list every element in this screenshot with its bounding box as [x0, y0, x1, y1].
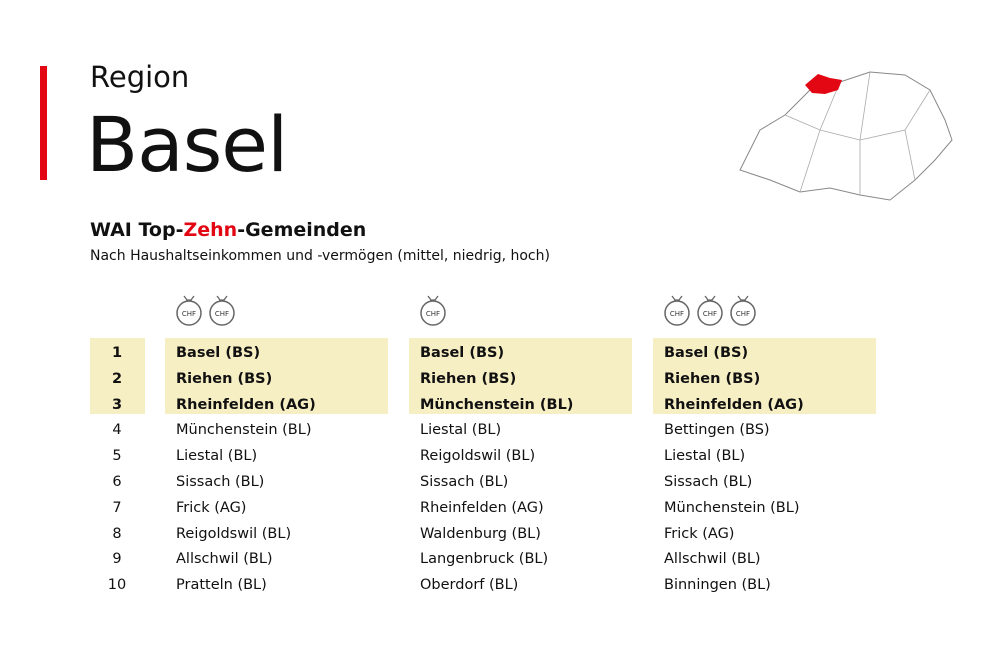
icon-label: CHF [736, 310, 750, 318]
money-bag: CHF [209, 295, 235, 326]
icon-label: CHF [426, 310, 440, 318]
icon-label: CHF [182, 310, 196, 318]
rank: 7 [112, 499, 122, 516]
accent-bar [40, 66, 47, 180]
municipality: Bettingen (BS) [664, 422, 770, 439]
money-bag: CHF [697, 295, 723, 326]
rank: 2 [111, 370, 123, 387]
title-part: WAI Top- [90, 219, 184, 241]
icon-label: CHF [215, 310, 229, 318]
municipality: Langenbruck (BL) [420, 551, 549, 568]
money-bag: CHF [730, 295, 756, 326]
rank: 3 [111, 396, 123, 413]
municipality: Frick (AG) [176, 499, 247, 516]
municipality: Liestal (BL) [420, 422, 502, 439]
map [739, 71, 953, 201]
municipality: Binningen (BL) [664, 577, 771, 594]
municipality: Rheinfelden (AG) [664, 396, 804, 413]
title: Basel [86, 100, 288, 189]
municipality: Riehen (BS) [176, 370, 273, 387]
rank: 10 [107, 577, 127, 594]
money-bag: CHF [420, 295, 446, 326]
title-part: -Gemeinden [237, 219, 367, 241]
municipality: Münchenstein (BL) [176, 422, 312, 439]
rank: 6 [112, 474, 122, 490]
municipality: Basel (BS) [664, 345, 749, 361]
municipality: Rheinfelden (AG) [420, 499, 544, 516]
money-bag: CHF [664, 295, 690, 326]
rank: 9 [112, 551, 122, 568]
municipality: Reigoldswil (BL) [420, 448, 536, 465]
icon-label: CHF [703, 310, 717, 318]
rank: 5 [112, 448, 122, 465]
municipality: Riehen (BS) [420, 370, 517, 387]
municipality: Allschwil (BL) [176, 551, 273, 568]
municipality: Basel (BS) [420, 345, 505, 361]
municipality: Waldenburg (BL) [420, 525, 541, 542]
rank: 1 [111, 345, 123, 361]
money-bag: CHF [176, 295, 202, 326]
highlight [90, 338, 145, 414]
kicker: Region [90, 60, 190, 94]
section-title: WAI Top-Zehn-Gemeinden [90, 219, 366, 241]
municipality: Liestal (BL) [176, 448, 258, 465]
municipality: Rheinfelden (AG) [176, 396, 316, 413]
municipality: Sissach (BL) [420, 474, 509, 490]
highlight [653, 338, 876, 414]
section-subtitle: Nach Haushaltseinkommen und -vermögen (m… [90, 248, 550, 264]
municipality: Riehen (BS) [664, 370, 761, 387]
municipality: Münchenstein (BL) [420, 396, 574, 413]
municipality: Liestal (BL) [664, 448, 746, 465]
municipality: Reigoldswil (BL) [176, 525, 292, 542]
municipality: Münchenstein (BL) [664, 499, 800, 516]
municipality: Oberdorf (BL) [420, 577, 519, 594]
municipality: Basel (BS) [176, 345, 261, 361]
icon-label: CHF [670, 310, 684, 318]
title-part: Zehn [183, 219, 238, 241]
rank: 8 [112, 525, 122, 542]
rank: 4 [112, 422, 122, 439]
highlight [409, 338, 632, 414]
municipality: Pratteln (BL) [176, 577, 267, 594]
municipality: Frick (AG) [664, 525, 735, 542]
municipality: Sissach (BL) [664, 474, 753, 490]
municipality: Sissach (BL) [176, 474, 265, 490]
municipality: Allschwil (BL) [664, 551, 761, 568]
highlight [165, 338, 388, 414]
